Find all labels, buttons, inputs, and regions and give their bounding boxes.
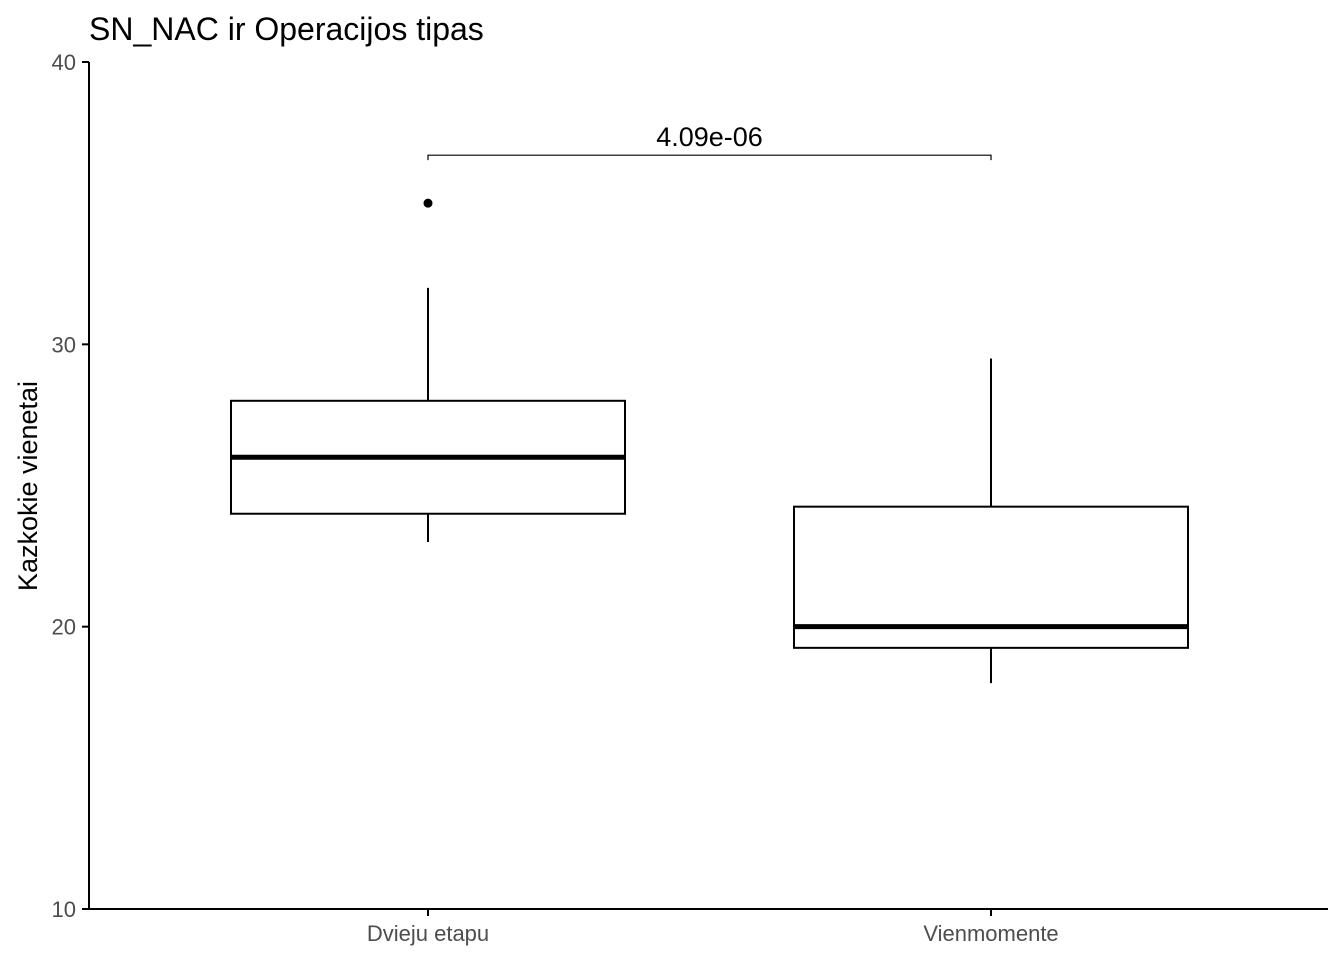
y-tick-label: 30 — [52, 332, 76, 357]
x-tick-label: Vienmomente — [923, 921, 1058, 946]
box-group-1 — [230, 198, 626, 542]
bracket-line — [427, 154, 992, 161]
y-tick-label: 20 — [52, 615, 76, 640]
chart-title: SN_NAC ir Operacijos tipas — [89, 11, 484, 47]
x-tick-label: Dvieju etapu — [367, 921, 489, 946]
outlier-point — [423, 198, 433, 208]
plot-area: 10 20 30 40 Dvieju etapu Vienmomente 4.09e-06 — [52, 50, 1328, 946]
p-value-label: 4.09e-06 — [656, 122, 763, 152]
box-group-2 — [793, 358, 1189, 684]
y-tick-label: 40 — [52, 50, 76, 75]
y-axis-label: Kazkokie vienetai — [13, 381, 43, 591]
significance-bracket: 4.09e-06 — [427, 122, 992, 161]
y-tick-label: 10 — [52, 897, 76, 922]
